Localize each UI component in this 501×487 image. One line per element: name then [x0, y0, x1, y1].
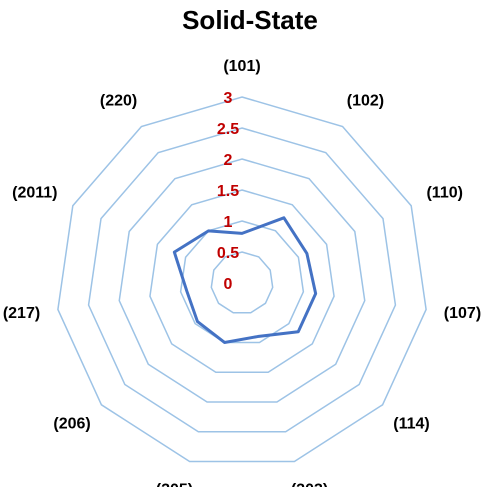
category-label: (102) — [347, 93, 384, 110]
r-tick-label: 0 — [224, 276, 233, 293]
category-label: (110) — [426, 184, 462, 201]
category-label: (101) — [223, 58, 260, 75]
chart-title: Solid-State — [182, 5, 318, 35]
category-label: (220) — [100, 93, 137, 110]
grid-ring — [179, 220, 305, 344]
r-tick-label: 1.5 — [217, 183, 239, 200]
grid-ring — [87, 127, 397, 433]
category-label: (217) — [3, 305, 40, 322]
r-tick-label: 1 — [224, 214, 233, 231]
grid-ring — [149, 189, 335, 373]
category-label: (205) — [156, 481, 193, 487]
category-label: (203) — [291, 481, 328, 487]
category-label: (2011) — [12, 184, 57, 201]
series-line — [172, 216, 318, 344]
grid-ring — [57, 96, 427, 463]
category-label: (206) — [53, 416, 90, 433]
grid-ring — [210, 251, 274, 314]
r-tick-label: 0.5 — [217, 245, 239, 262]
category-label: (114) — [393, 416, 429, 433]
r-tick-label: 2.5 — [217, 121, 239, 138]
r-tick-label: 3 — [224, 90, 233, 107]
grid-ring — [118, 158, 366, 403]
category-label: (107) — [444, 305, 481, 322]
r-tick-label: 2 — [224, 152, 233, 169]
